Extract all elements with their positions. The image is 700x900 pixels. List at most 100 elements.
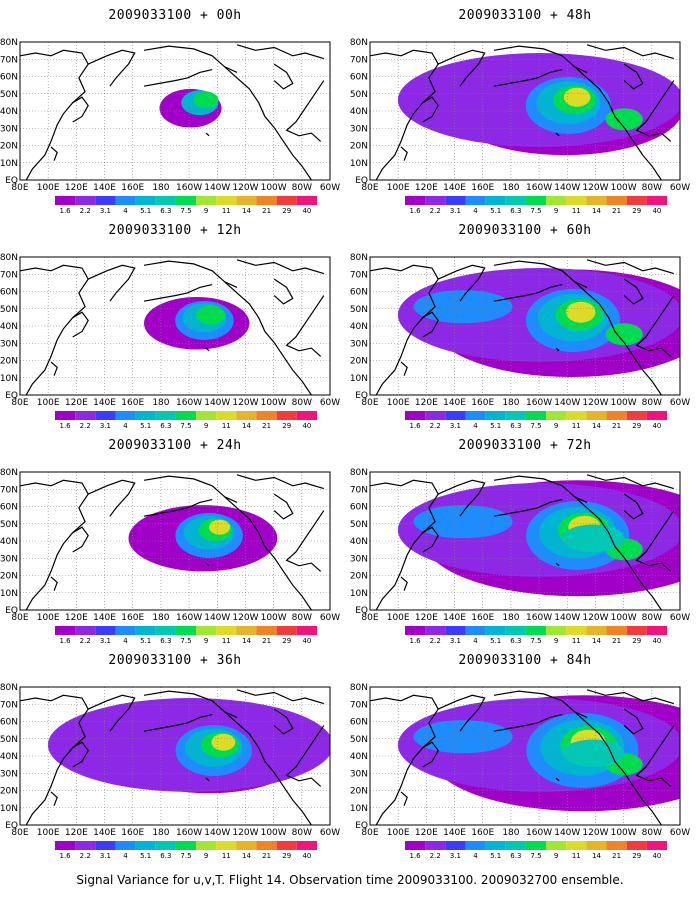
lon-label: 60W bbox=[670, 828, 690, 838]
colorbar-label: 1.6 bbox=[410, 637, 422, 645]
colorbar-label: 29 bbox=[632, 852, 641, 860]
colorbar-swatch bbox=[525, 411, 547, 420]
colorbar-swatch bbox=[425, 196, 446, 205]
colorbar-swatch bbox=[566, 411, 587, 420]
lat-label: 10N bbox=[350, 804, 368, 814]
lon-label: 180 bbox=[152, 828, 169, 838]
colorbar-swatch bbox=[296, 841, 317, 850]
colorbar-swatch bbox=[115, 626, 136, 635]
lon-label: 100W bbox=[261, 183, 287, 193]
lat-label: 30N bbox=[350, 554, 368, 564]
colorbar-swatch bbox=[95, 411, 116, 420]
lon-label: 120W bbox=[232, 828, 258, 838]
map-panel-p48: 2009033100 + 48h 80N 70N 60N 50N 40N 30N 20N 10N… bbox=[350, 0, 700, 215]
lat-label: 50N bbox=[0, 735, 18, 745]
colorbar-label: 14 bbox=[242, 207, 251, 215]
colorbar-label: 40 bbox=[652, 852, 661, 860]
colorbar-swatch bbox=[586, 626, 607, 635]
colorbar-swatch bbox=[276, 626, 297, 635]
lon-label: 160E bbox=[471, 183, 494, 193]
lat-label: 40N bbox=[0, 752, 18, 762]
lon-label: 100E bbox=[37, 398, 60, 408]
lon-label: 140E bbox=[93, 398, 116, 408]
colorbar-label: 14 bbox=[242, 637, 251, 645]
colorbar-swatch bbox=[175, 626, 197, 635]
lat-label: 50N bbox=[350, 520, 368, 530]
panel-title: 2009033100 + 60h bbox=[458, 223, 592, 238]
lat-label: 80N bbox=[350, 683, 368, 693]
colorbar-swatch bbox=[586, 411, 607, 420]
variance-contour bbox=[413, 720, 513, 754]
lon-label: 120E bbox=[65, 183, 88, 193]
lat-label: 80N bbox=[0, 253, 18, 263]
lon-label: 80W bbox=[292, 398, 312, 408]
graticule bbox=[20, 687, 330, 825]
colorbar-swatch bbox=[135, 841, 156, 850]
lon-label: 160W bbox=[526, 183, 552, 193]
lon-label: 140W bbox=[204, 613, 230, 623]
lon-label: 140E bbox=[93, 183, 116, 193]
lat-label: 30N bbox=[0, 339, 18, 349]
lat-label: 50N bbox=[0, 520, 18, 530]
lon-label: 140W bbox=[204, 398, 230, 408]
lon-label: 80W bbox=[292, 828, 312, 838]
colorbar-label: 9 bbox=[554, 852, 558, 860]
lon-label: 160E bbox=[121, 398, 144, 408]
colorbar-label: 1.6 bbox=[60, 852, 72, 860]
colorbar-swatch bbox=[216, 196, 237, 205]
colorbar-label: 1.6 bbox=[410, 852, 422, 860]
lat-label: 10N bbox=[350, 159, 368, 169]
colorbar-swatch bbox=[505, 411, 526, 420]
colorbar-swatch bbox=[606, 841, 627, 850]
coastline bbox=[370, 259, 675, 395]
lon-label: 80W bbox=[292, 613, 312, 623]
lon-label: 140E bbox=[443, 613, 466, 623]
colorbar-label: 4 bbox=[123, 207, 128, 215]
lat-label: 80N bbox=[350, 253, 368, 263]
colorbar-label: 1.6 bbox=[60, 207, 72, 215]
graticule bbox=[370, 42, 680, 180]
lon-label: 120W bbox=[232, 398, 258, 408]
map-panel-p00: 2009033100 + 00h 80N 70N 60N 50N 40N 30N 20N 10N… bbox=[0, 0, 350, 215]
colorbar-label: 40 bbox=[652, 207, 661, 215]
colorbar: 1.6 2.2 3.1 4 5.1 6.3 7.5 9 11 14 21 29 40 bbox=[55, 841, 317, 860]
colorbar-label: 14 bbox=[242, 422, 251, 430]
lat-label: EQ bbox=[355, 821, 368, 831]
lat-label: 70N bbox=[350, 700, 368, 710]
lon-label: 100W bbox=[261, 828, 287, 838]
colorbar-swatch bbox=[425, 626, 446, 635]
lat-label: 40N bbox=[350, 752, 368, 762]
lat-label: 30N bbox=[0, 124, 18, 134]
lon-label: 80E bbox=[11, 398, 28, 408]
colorbar-label: 3.1 bbox=[450, 852, 461, 860]
lat-label: 60N bbox=[0, 288, 18, 298]
colorbar-swatch bbox=[626, 411, 647, 420]
lon-label: 140W bbox=[554, 828, 580, 838]
map-frame bbox=[19, 256, 331, 396]
colorbar-label: 9 bbox=[204, 852, 208, 860]
colorbar-label: 21 bbox=[612, 637, 621, 645]
lat-label: 40N bbox=[0, 322, 18, 332]
colorbar-label: 7.5 bbox=[180, 852, 191, 860]
lon-label: 80E bbox=[11, 828, 28, 838]
colorbar-label: 1.6 bbox=[60, 637, 72, 645]
lat-label: 40N bbox=[350, 537, 368, 547]
lon-label: 120W bbox=[582, 398, 608, 408]
lon-label: 60W bbox=[670, 613, 690, 623]
lon-label: 100E bbox=[387, 828, 410, 838]
map-frame bbox=[19, 686, 331, 826]
colorbar-swatch bbox=[95, 626, 116, 635]
lat-label: 40N bbox=[350, 322, 368, 332]
lat-label: 10N bbox=[0, 804, 18, 814]
colorbar-swatch bbox=[425, 841, 446, 850]
colorbar-swatch bbox=[525, 841, 547, 850]
colorbar-label: 21 bbox=[262, 422, 271, 430]
lon-label: 160W bbox=[526, 613, 552, 623]
variance-contour bbox=[562, 524, 625, 553]
lon-label: 100W bbox=[261, 398, 287, 408]
coastline bbox=[370, 44, 675, 180]
colorbar-swatch bbox=[155, 411, 176, 420]
panel-title: 2009033100 + 12h bbox=[108, 223, 242, 238]
